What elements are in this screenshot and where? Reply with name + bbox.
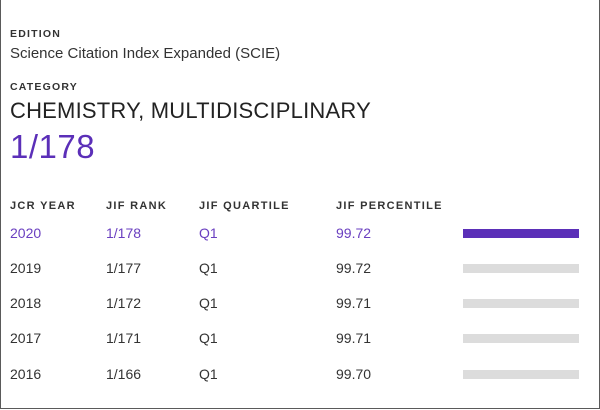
category-name: CHEMISTRY, MULTIDISCIPLINARY bbox=[10, 98, 371, 123]
category-label: CATEGORY bbox=[10, 81, 78, 93]
cell-jif-quartile: Q1 bbox=[199, 330, 218, 346]
cell-jif-percentile: 99.71 bbox=[336, 330, 372, 346]
percentile-bar bbox=[463, 264, 579, 273]
percentile-bar bbox=[463, 334, 579, 343]
percentile-bar bbox=[463, 299, 579, 308]
column-header-jif-quartile: JIF QUARTILE bbox=[199, 200, 290, 212]
cell-jif-rank: 1/171 bbox=[106, 330, 142, 346]
cell-jcr-year: 2019 bbox=[10, 260, 42, 276]
column-header-jif-rank: JIF RANK bbox=[106, 200, 168, 212]
cell-jif-quartile: Q1 bbox=[199, 260, 218, 276]
edition-label: EDITION bbox=[10, 28, 61, 40]
cell-jif-rank: 1/178 bbox=[106, 225, 142, 241]
cell-jif-percentile: 99.71 bbox=[336, 295, 372, 311]
column-header-jcr-year: JCR YEAR bbox=[10, 200, 76, 212]
cell-jif-quartile: Q1 bbox=[199, 225, 218, 241]
cell-jif-percentile: 99.72 bbox=[336, 225, 372, 241]
edition-value: Science Citation Index Expanded (SCIE) bbox=[10, 45, 281, 62]
category-rank: 1/178 bbox=[10, 128, 96, 165]
cell-jif-percentile: 99.72 bbox=[336, 260, 372, 276]
column-header-jif-percentile: JIF PERCENTILE bbox=[336, 200, 443, 212]
cell-jif-rank: 1/177 bbox=[106, 260, 142, 276]
percentile-bar bbox=[463, 229, 579, 238]
cell-jif-rank: 1/166 bbox=[106, 366, 142, 382]
cell-jif-percentile: 99.70 bbox=[336, 366, 372, 382]
cell-jif-rank: 1/172 bbox=[106, 295, 142, 311]
cell-jif-quartile: Q1 bbox=[199, 295, 218, 311]
cell-jcr-year: 2018 bbox=[10, 295, 42, 311]
cell-jcr-year: 2020 bbox=[10, 225, 42, 241]
cell-jif-quartile: Q1 bbox=[199, 366, 218, 382]
percentile-bar bbox=[463, 370, 579, 379]
cell-jcr-year: 2016 bbox=[10, 366, 42, 382]
cell-jcr-year: 2017 bbox=[10, 330, 42, 346]
